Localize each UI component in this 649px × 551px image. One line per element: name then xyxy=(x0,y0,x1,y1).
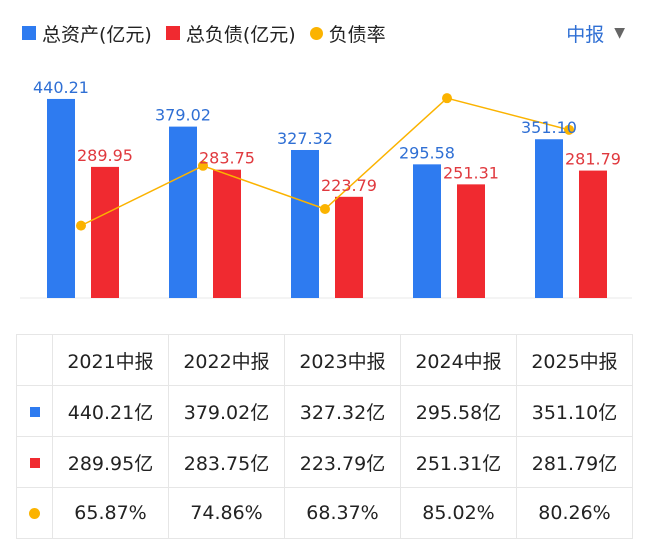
table-header-cell: 2025中报 xyxy=(516,334,633,386)
asset-value-label-2: 327.32 xyxy=(277,129,333,148)
liability-value-label-4: 281.79 xyxy=(565,150,621,169)
liability-bar-2 xyxy=(335,196,363,298)
legend-swatch-dot-icon xyxy=(309,26,323,40)
blue-square-icon xyxy=(29,407,40,417)
table-header-cell: 2024中报 xyxy=(400,334,517,386)
liability-bar-3 xyxy=(457,184,485,298)
yellow-dot-icon xyxy=(29,508,40,519)
table-cell: 351.10亿 xyxy=(516,385,633,437)
debt-ratio-point-4 xyxy=(564,124,574,135)
table-cell: 223.79亿 xyxy=(284,436,401,488)
asset-bar-1 xyxy=(169,126,197,299)
asset-bar-4 xyxy=(535,139,563,298)
table-cell: 65.87% xyxy=(52,487,169,539)
table-cell: 283.75亿 xyxy=(168,436,285,488)
asset-value-label-3: 295.58 xyxy=(399,143,455,162)
table-header-cell: 2023中报 xyxy=(284,334,401,386)
table-cell: 440.21亿 xyxy=(52,385,169,437)
row-marker-cell xyxy=(16,487,53,539)
caret-down-icon: ▼ xyxy=(614,25,625,41)
table-row-total-assets: 440.21亿 379.02亿 327.32亿 295.58亿 351.10亿 xyxy=(16,385,633,437)
asset-bar-2 xyxy=(291,149,319,298)
table-cell: 379.02亿 xyxy=(168,385,285,437)
data-table: 2021中报 2022中报 2023中报 2024中报 2025中报 440.2… xyxy=(16,334,633,539)
legend-label: 负债率 xyxy=(328,23,386,46)
chart-legend: 总资产(亿元) 总负债(亿元) 负债率 xyxy=(22,18,386,48)
legend-label: 总负债(亿元) xyxy=(185,23,296,46)
legend-item-debt-ratio[interactable]: 负债率 xyxy=(309,20,386,47)
table-header-row: 2021中报 2022中报 2023中报 2024中报 2025中报 xyxy=(16,334,633,386)
table-cell: 85.02% xyxy=(400,487,517,539)
legend-label: 总资产(亿元) xyxy=(42,23,152,46)
debt-ratio-point-2 xyxy=(320,203,330,214)
liability-value-label-3: 251.31 xyxy=(443,163,499,182)
liability-value-label-1: 283.75 xyxy=(199,149,255,168)
legend-swatch-square-icon xyxy=(22,26,36,40)
table-cell: 289.95亿 xyxy=(52,436,169,488)
debt-ratio-point-3 xyxy=(442,93,452,104)
asset-bar-3 xyxy=(413,164,441,298)
liability-bar-4 xyxy=(579,170,607,298)
legend-item-total-assets[interactable]: 总资产(亿元) xyxy=(22,20,152,47)
table-cell: 74.86% xyxy=(168,487,285,539)
legend-swatch-square-icon xyxy=(165,26,180,40)
debt-ratio-point-0 xyxy=(76,220,86,231)
liability-value-label-0: 289.95 xyxy=(77,146,133,165)
liability-bar-1 xyxy=(213,169,241,298)
asset-value-label-1: 379.02 xyxy=(155,106,211,125)
period-selector-label: 中报 xyxy=(566,23,605,46)
debt-ratio-point-1 xyxy=(198,160,208,171)
table-cell: 281.79亿 xyxy=(516,436,633,488)
table-cell: 295.58亿 xyxy=(400,385,517,437)
table-cell: 80.26% xyxy=(516,487,633,539)
table-cell: 68.37% xyxy=(284,487,401,539)
table-cell: 251.31亿 xyxy=(400,436,517,488)
table-row-total-liabilities: 289.95亿 283.75亿 223.79亿 251.31亿 281.79亿 xyxy=(16,436,633,488)
table-header-cell: 2021中报 xyxy=(52,334,169,386)
table-cell: 327.32亿 xyxy=(284,385,401,437)
legend-item-total-liabilities[interactable]: 总负债(亿元) xyxy=(165,20,296,47)
red-square-icon xyxy=(29,458,40,468)
asset-value-label-0: 440.21 xyxy=(33,78,89,97)
asset-value-label-4: 351.10 xyxy=(521,118,577,137)
chart-canvas: 440.21 379.02 327.32 295.58 351.10 289.95 283.… xyxy=(20,78,632,299)
asset-bar-0 xyxy=(47,98,75,298)
liability-value-label-2: 223.79 xyxy=(321,176,377,195)
row-marker-cell xyxy=(16,385,53,437)
table-corner-cell xyxy=(16,334,53,386)
table-row-debt-ratio: 65.87% 74.86% 68.37% 85.02% 80.26% xyxy=(16,487,633,539)
period-selector[interactable]: 中报 ▼ xyxy=(566,18,625,48)
liability-bar-0 xyxy=(91,166,119,298)
table-header-cell: 2022中报 xyxy=(168,334,285,386)
row-marker-cell xyxy=(16,436,53,488)
